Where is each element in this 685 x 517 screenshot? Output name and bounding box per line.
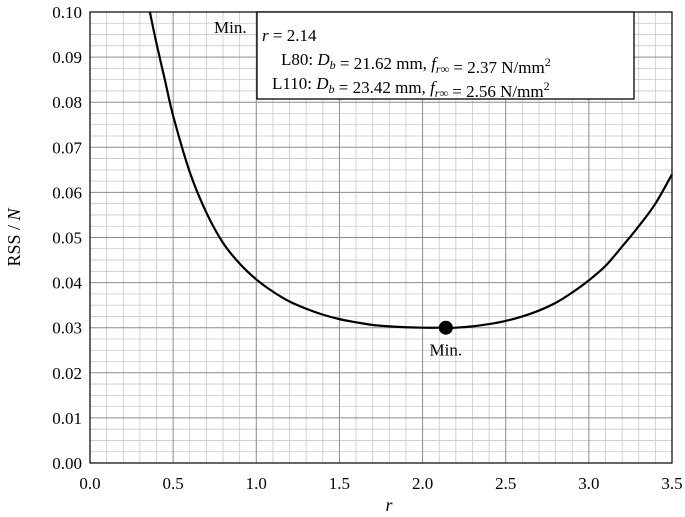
x-tick-label: 0.5: [163, 474, 184, 493]
x-tick-label: 1.5: [329, 474, 350, 493]
x-tick-label: 2.5: [495, 474, 516, 493]
x-axis-tick-labels: 0.0 0.5 1.0 1.5 2.0 2.5 3.0 3.5: [79, 474, 682, 493]
annotation-l110-line: L110: Db = 23.42 mm, fr∞ = 2.56 N/mm2: [272, 74, 550, 101]
y-tick-label: 0.06: [52, 183, 82, 202]
x-tick-label: 3.5: [661, 474, 682, 493]
y-tick-label: 0.07: [52, 138, 82, 157]
y-axis-tick-labels: 0.00 0.01 0.02 0.03 0.04 0.05 0.06 0.07 0.08 0.09…: [52, 3, 82, 473]
annotation-r-value: r = 2.14: [262, 26, 317, 45]
y-tick-label: 0.04: [52, 274, 82, 293]
y-tick-label: 0.09: [52, 48, 82, 67]
annotation-l80-line: L80: Db = 21.62 mm, fr∞ = 2.37 N/mm2: [281, 50, 551, 77]
x-tick-label: 0.0: [79, 474, 100, 493]
y-tick-label: 0.01: [52, 409, 82, 428]
y-tick-label: 0.08: [52, 93, 82, 112]
y-tick-label: 0.00: [52, 454, 82, 473]
annotation-box: [256, 11, 635, 100]
minimum-point-marker: [438, 320, 453, 335]
x-axis-title: r: [385, 495, 393, 515]
rss-curve: [148, 11, 673, 329]
y-tick-label: 0.05: [52, 229, 82, 248]
y-axis-title: RSS / N: [4, 207, 24, 266]
x-tick-label: 3.0: [578, 474, 599, 493]
y-tick-label: 0.02: [52, 364, 82, 383]
annotation-min-prefix: Min.: [214, 18, 247, 37]
y-tick-label: 0.10: [52, 3, 82, 22]
x-tick-label: 1.0: [246, 474, 267, 493]
x-tick-label: 2.0: [412, 474, 433, 493]
y-tick-label: 0.03: [52, 319, 82, 338]
minimum-point-label: Min.: [430, 341, 463, 360]
